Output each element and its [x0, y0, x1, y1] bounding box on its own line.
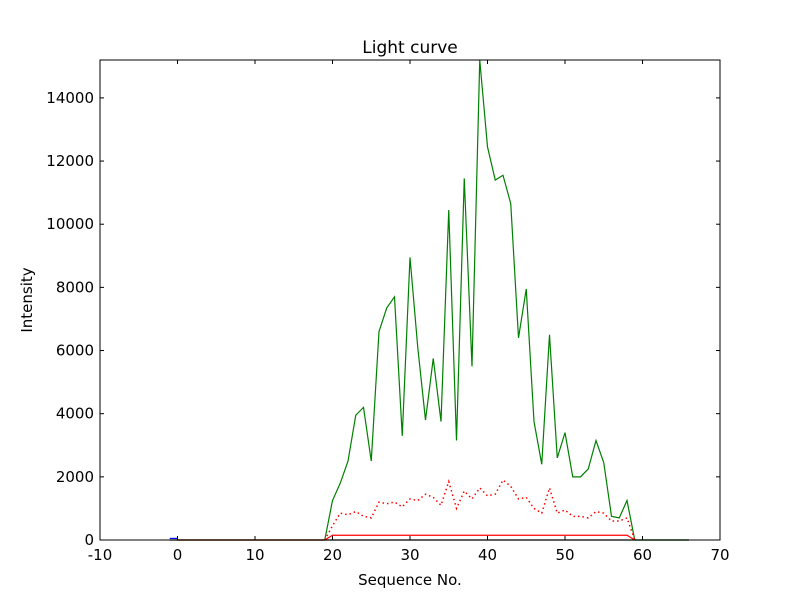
- y-tick-label: 2000: [56, 468, 94, 486]
- y-tick-label: 6000: [56, 342, 94, 360]
- x-tick-label: -10: [88, 546, 113, 564]
- x-tick-label: 20: [323, 546, 342, 564]
- chart-title: Light curve: [362, 38, 457, 58]
- y-tick-label: 12000: [46, 152, 94, 170]
- x-tick-label: 70: [710, 546, 729, 564]
- x-axis-label: Sequence No.: [358, 571, 462, 589]
- x-tick-label: 30: [400, 546, 419, 564]
- series-red-dotted: [324, 478, 636, 541]
- series-green: [177, 59, 689, 541]
- y-tick-label: 8000: [56, 278, 94, 296]
- x-tick-label: 40: [478, 546, 497, 564]
- y-axis-label: Intensity: [18, 267, 36, 332]
- x-tick-label: 10: [245, 546, 264, 564]
- plot-frame: [99, 59, 721, 541]
- x-tick-label: 0: [173, 546, 183, 564]
- series-red-solid: [177, 534, 636, 541]
- y-tick-label: 14000: [46, 89, 94, 107]
- y-tick-label: 0: [84, 531, 94, 549]
- y-tick-label: 4000: [56, 405, 94, 423]
- x-tick-label: 50: [555, 546, 574, 564]
- y-tick-label: 10000: [46, 215, 94, 233]
- x-tick-label: 60: [633, 546, 652, 564]
